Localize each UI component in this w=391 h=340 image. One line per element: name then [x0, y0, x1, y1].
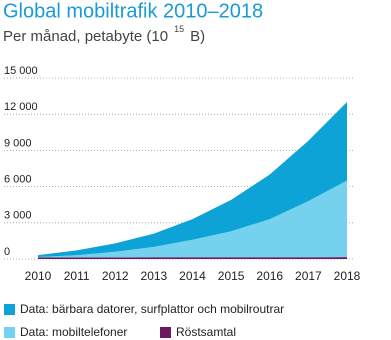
y-tick-label: 12 000 — [4, 101, 38, 113]
y-tick-label: 15 000 — [4, 65, 38, 77]
legend-label: Data: mobiltelefoner — [20, 325, 127, 339]
legend-swatch — [4, 304, 15, 315]
chart-subtitle: Per månad, petabyte (10 15 B) — [3, 24, 205, 45]
x-tick-label: 2018 — [334, 269, 361, 283]
x-tick-label: 2012 — [102, 269, 129, 283]
chart-title: Global mobiltrafik 2010–2018 — [3, 0, 263, 22]
x-tick-label: 2011 — [64, 269, 90, 283]
x-tick-label: 2017 — [295, 269, 322, 283]
legend-label: Data: bärbara datorer, surfplattor och m… — [20, 302, 284, 316]
area — [38, 180, 347, 258]
area — [38, 257, 347, 259]
x-tick-label: 2013 — [141, 269, 168, 283]
x-tick-label: 2016 — [256, 269, 283, 283]
x-tick-label: 2010 — [25, 269, 52, 283]
y-tick-label: 9 000 — [4, 137, 32, 149]
subtitle-text: Per månad, petabyte (10 — [3, 28, 168, 45]
y-tick-label: 6 000 — [4, 174, 32, 186]
legend-swatch — [160, 327, 171, 338]
y-tick-label: 0 — [4, 246, 10, 258]
y-tick-label: 3 000 — [4, 210, 32, 222]
subtitle-text: B) — [190, 28, 205, 45]
x-tick-label: 2014 — [179, 269, 206, 283]
legend-swatch — [4, 327, 15, 338]
x-tick-label: 2015 — [218, 269, 245, 283]
subtitle-superscript: 15 — [174, 24, 184, 34]
area — [38, 102, 347, 257]
legend-label: Röstsamtal — [176, 325, 236, 339]
